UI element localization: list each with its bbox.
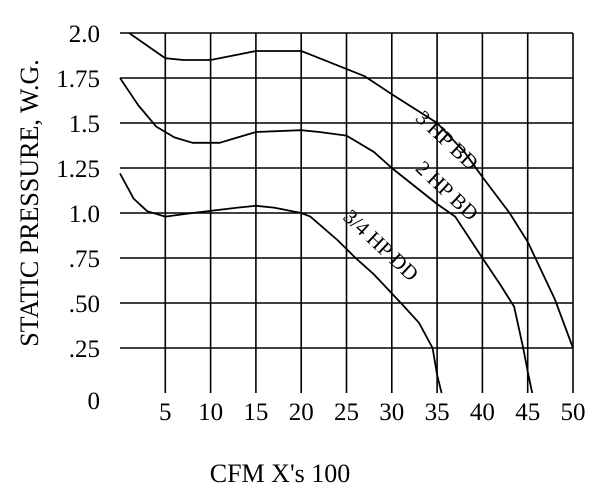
y-tick-label-1: .25 xyxy=(69,336,100,363)
curve-label-3-4-hp-dd: 3/4 HP DD xyxy=(339,205,424,286)
curve-3-hp-bd xyxy=(128,32,574,349)
x-tick-label-7: 35 xyxy=(425,399,450,426)
x-tick-label-2: 10 xyxy=(198,399,223,426)
x-tick-label-3: 15 xyxy=(243,399,268,426)
y-tick-label-5: 1.25 xyxy=(56,156,100,183)
x-tick-label-8: 40 xyxy=(470,399,495,426)
x-tick-label-9: 45 xyxy=(515,399,540,426)
chart-grid xyxy=(120,32,574,393)
x-tick-label-6: 30 xyxy=(379,399,404,426)
x-tick-label-1: 5 xyxy=(159,399,172,426)
y-tick-label-3: .75 xyxy=(69,246,100,273)
y-tick-label-0: 0 xyxy=(88,388,101,415)
tick-labels: 5 10 15 20 25 30 35 40 45 50 0 .25 .50 .75 1.0 1.25 1.5 1… xyxy=(56,21,585,426)
curve-2-hp-bd xyxy=(119,77,534,394)
y-tick-label-6: 1.5 xyxy=(69,111,100,138)
y-tick-label-8: 2.0 xyxy=(69,21,100,48)
y-tick-label-7: 1.75 xyxy=(56,66,100,93)
y-axis-label: STATIC PRESSURE, W.G. xyxy=(15,59,44,347)
curve-3-4-hp-dd xyxy=(119,172,443,394)
x-axis-label: CFM X's 100 xyxy=(210,459,351,488)
y-tick-label-2: .50 xyxy=(69,291,100,318)
x-tick-label-5: 25 xyxy=(334,399,359,426)
x-tick-label-4: 20 xyxy=(289,399,314,426)
y-tick-label-4: 1.0 xyxy=(69,201,100,228)
x-tick-label-10: 50 xyxy=(561,399,586,426)
